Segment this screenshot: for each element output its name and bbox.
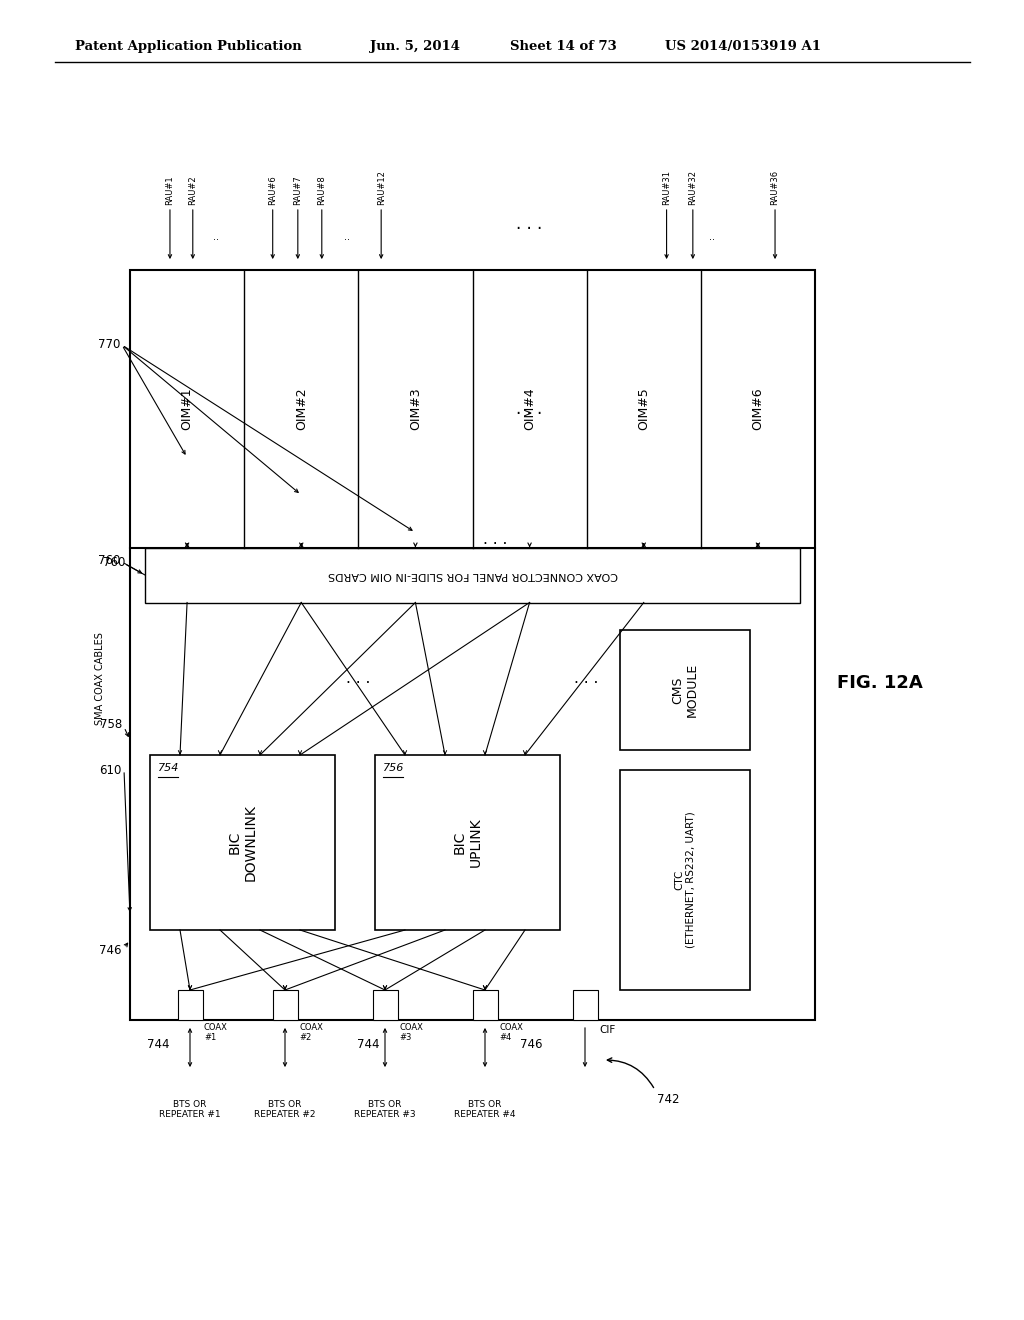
Bar	[373, 990, 397, 1020]
Text: . . .: . . .	[346, 672, 371, 686]
Text: 754: 754	[158, 763, 179, 774]
Text: US 2014/0153919 A1: US 2014/0153919 A1	[665, 40, 821, 53]
Text: RAU#8: RAU#8	[317, 176, 327, 205]
Text: BTS OR
REPEATER #2: BTS OR REPEATER #2	[254, 1100, 315, 1119]
Text: 744: 744	[147, 1039, 170, 1052]
Text: . . .: . . .	[574, 672, 599, 686]
Text: 770: 770	[97, 338, 120, 351]
Bar	[375, 755, 560, 931]
Text: BTS OR
REPEATER #4: BTS OR REPEATER #4	[455, 1100, 516, 1119]
Bar	[272, 990, 298, 1020]
Text: 746: 746	[99, 944, 122, 957]
Text: FIG. 12A: FIG. 12A	[838, 673, 923, 692]
Text: 760: 760	[97, 553, 120, 566]
Bar	[472, 990, 498, 1020]
Text: RAU#7: RAU#7	[293, 176, 302, 205]
Bar	[620, 630, 750, 750]
Text: OIM#4: OIM#4	[523, 388, 537, 430]
Text: Patent Application Publication: Patent Application Publication	[75, 40, 302, 53]
Text: COAX
#2: COAX #2	[299, 1023, 323, 1043]
Text: 756: 756	[383, 763, 404, 774]
Text: . . .: . . .	[516, 400, 543, 417]
Text: OIM#2: OIM#2	[295, 388, 308, 430]
Bar	[145, 548, 800, 602]
Text: BIC
UPLINK: BIC UPLINK	[453, 817, 482, 867]
Text: CTC
(ETHERNET, RS232, UART): CTC (ETHERNET, RS232, UART)	[674, 812, 695, 948]
Text: RAU#2: RAU#2	[188, 176, 198, 205]
Text: OIM#3: OIM#3	[409, 388, 422, 430]
Text: 610: 610	[99, 763, 122, 776]
Text: BTS OR
REPEATER #1: BTS OR REPEATER #1	[159, 1100, 221, 1119]
Text: COAX CONNECTOR PANEL FOR SLIDE-IN OIM CARDS: COAX CONNECTOR PANEL FOR SLIDE-IN OIM CA…	[328, 570, 617, 579]
Text: OIM#5: OIM#5	[637, 387, 650, 430]
Text: ..: ..	[344, 232, 350, 242]
Text: RAU#36: RAU#36	[770, 170, 779, 205]
Text: RAU#6: RAU#6	[268, 176, 278, 205]
Text: Sheet 14 of 73: Sheet 14 of 73	[510, 40, 616, 53]
Bar	[150, 755, 335, 931]
Text: . . .: . . .	[516, 215, 543, 234]
Text: CIF: CIF	[599, 1026, 615, 1035]
Text: 758: 758	[99, 718, 122, 731]
Text: RAU#32: RAU#32	[688, 170, 697, 205]
Text: SMA COAX CABLES: SMA COAX CABLES	[95, 632, 105, 725]
Text: 742: 742	[657, 1093, 680, 1106]
Text: 760: 760	[102, 557, 125, 569]
Text: ..: ..	[710, 232, 715, 242]
Bar	[572, 990, 597, 1020]
Text: RAU#12: RAU#12	[377, 170, 386, 205]
Text: COAX
#4: COAX #4	[499, 1023, 523, 1043]
Text: 744: 744	[357, 1039, 380, 1052]
Text: 746: 746	[520, 1039, 543, 1052]
Text: . . .: . . .	[483, 532, 508, 546]
Text: CMS
MODULE: CMS MODULE	[671, 663, 699, 717]
Text: BTS OR
REPEATER #3: BTS OR REPEATER #3	[354, 1100, 416, 1119]
Text: ..: ..	[213, 232, 219, 242]
Text: BIC
DOWNLINK: BIC DOWNLINK	[227, 804, 258, 880]
Text: COAX
#1: COAX #1	[204, 1023, 228, 1043]
Text: OIM#6: OIM#6	[752, 388, 765, 430]
Text: RAU#31: RAU#31	[663, 170, 671, 205]
Bar	[130, 271, 815, 1020]
Bar	[177, 990, 203, 1020]
Text: OIM#1: OIM#1	[180, 388, 194, 430]
Text: Jun. 5, 2014: Jun. 5, 2014	[370, 40, 460, 53]
Text: COAX
#3: COAX #3	[399, 1023, 423, 1043]
Text: RAU#1: RAU#1	[166, 176, 174, 205]
Bar	[620, 770, 750, 990]
